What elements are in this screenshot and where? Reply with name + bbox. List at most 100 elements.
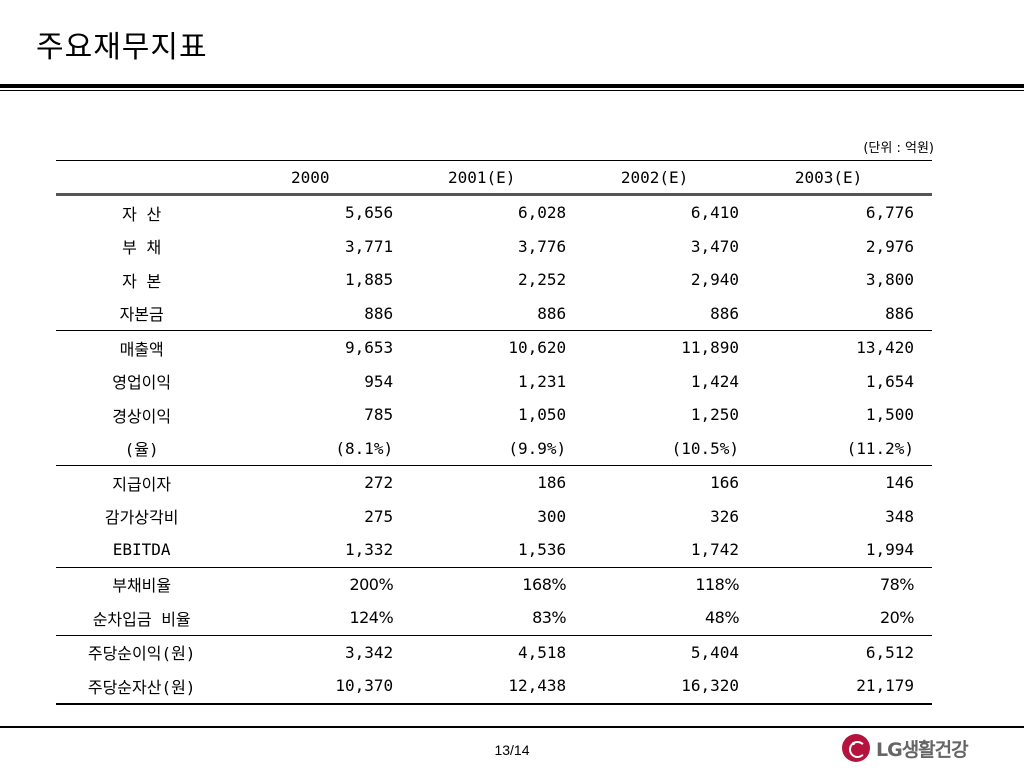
- column-header: 2002(E): [620, 167, 689, 187]
- table-body: 자 산 5,656 6,028 6,410 6,776 부 채 3,771 3,776 3,47…: [56, 195, 932, 705]
- table-cell: 1,500: [865, 405, 914, 425]
- table-cell: 886: [537, 303, 567, 323]
- column-header: 2000: [290, 167, 330, 187]
- table-cell: 186: [397, 465, 571, 500]
- row-label: 부 채: [122, 238, 162, 258]
- row-label: 영업이익: [112, 373, 172, 393]
- table-cell: 5,404: [570, 634, 744, 669]
- row-label: 주당순자산(원): [56, 669, 228, 705]
- row-label: 자본금: [119, 305, 164, 325]
- table-cell: 275: [364, 506, 394, 526]
- table-cell: 168%: [397, 566, 571, 601]
- table-cell: 10,370: [227, 669, 398, 705]
- table-cell: 10,620: [397, 330, 571, 365]
- table-cell: 3,771: [345, 236, 394, 256]
- table-row: EBITDA 1,332 1,536 1,742 1,994: [56, 533, 932, 567]
- table-row: 순차입금 비율 124% 83% 48% 20%: [56, 601, 932, 635]
- table-cell: 6,512: [743, 634, 932, 669]
- unit-note: (단위 : 억원): [863, 141, 934, 156]
- table-cell: 6,028: [517, 203, 567, 223]
- table-row: 감가상각비 275 300 326 348: [56, 500, 932, 534]
- table-cell: 1,050: [517, 405, 567, 425]
- title-rule-thick: [0, 84, 1024, 88]
- table-row: 부 채 3,771 3,776 3,470 2,976: [56, 230, 932, 264]
- table-row: 영업이익 954 1,231 1,424 1,654: [56, 365, 932, 399]
- table-cell: 954: [364, 371, 394, 391]
- table-cell: 83%: [532, 608, 567, 628]
- table-row: 주당순자산(원) 10,370 12,438 16,320 21,179: [56, 669, 932, 705]
- page-number: 13/14: [494, 742, 530, 758]
- logo-text: LG생활건강: [876, 738, 969, 761]
- table-cell: 1,424: [690, 371, 740, 391]
- table-cell: 118%: [570, 566, 744, 601]
- table-cell: 1,250: [690, 405, 740, 425]
- row-label: 부채비율: [56, 566, 228, 601]
- table-cell: 5,656: [345, 203, 394, 223]
- table-cell: 2,252: [517, 270, 567, 290]
- row-label: 자 산: [122, 204, 162, 224]
- row-label: EBITDA: [112, 540, 171, 560]
- table-cell: 21,179: [743, 669, 932, 705]
- table-cell: 146: [743, 465, 932, 500]
- table-cell: 1,332: [345, 540, 394, 560]
- table-row: (율) (8.1%) (9.9%) (10.5%) (11.2%): [56, 432, 932, 466]
- title-rule-thin: [0, 90, 1024, 91]
- table-cell: (9.9%): [508, 438, 567, 458]
- row-label: (율): [124, 440, 159, 460]
- table-cell: (8.1%): [335, 438, 394, 458]
- table-row: 주당순이익(원) 3,342 4,518 5,404 6,512: [56, 634, 932, 669]
- table-cell: 11,890: [570, 330, 744, 365]
- table-cell: 16,320: [570, 669, 744, 705]
- table-cell: 300: [537, 506, 567, 526]
- row-label: 매출액: [56, 330, 228, 365]
- lg-face-icon: [842, 734, 870, 762]
- table-row: 자본금 886 886 886 886: [56, 297, 932, 331]
- table-cell: 166: [570, 465, 744, 500]
- column-header: 2003(E): [794, 167, 863, 187]
- row-label: 감가상각비: [104, 508, 179, 528]
- table-cell: 785: [364, 405, 394, 425]
- row-label: 순차입금 비율: [92, 609, 191, 629]
- table-cell: 1,654: [865, 371, 914, 391]
- table-row: 자 산 5,656 6,028 6,410 6,776: [56, 195, 932, 230]
- table-cell: 3,342: [227, 634, 398, 669]
- table-row: 부채비율 200% 168% 118% 78%: [56, 566, 932, 601]
- table-cell: 1,994: [865, 540, 914, 560]
- table-cell: 1,742: [690, 540, 740, 560]
- table-cell: 1,231: [517, 371, 567, 391]
- table-cell: 2,940: [690, 270, 740, 290]
- footer-rule: [0, 726, 1024, 728]
- table-cell: 9,653: [227, 330, 398, 365]
- table-cell: (10.5%): [671, 438, 740, 458]
- table-cell: 20%: [879, 608, 915, 628]
- table-cell: (11.2%): [846, 438, 914, 458]
- table-cell: 886: [885, 303, 914, 323]
- table-cell: 6,410: [690, 203, 740, 223]
- row-label: 경상이익: [112, 406, 172, 426]
- table-cell: 348: [885, 506, 914, 526]
- table-cell: 3,776: [517, 236, 567, 256]
- row-label: 주당순이익(원): [56, 634, 228, 669]
- table-row: 지급이자 272 186 166 146: [56, 465, 932, 500]
- table-cell: 886: [710, 303, 740, 323]
- table-row: 자 본 1,885 2,252 2,940 3,800: [56, 263, 932, 297]
- table-cell: 200%: [227, 566, 398, 601]
- table-cell: 124%: [349, 608, 394, 628]
- page-title: 주요재무지표: [36, 30, 208, 65]
- row-label: 자 본: [122, 271, 162, 291]
- table-cell: 886: [364, 303, 394, 323]
- table-cell: 12,438: [397, 669, 571, 705]
- table-cell: 2,976: [865, 236, 914, 256]
- table-cell: 48%: [705, 608, 740, 628]
- table-cell: 78%: [743, 566, 932, 601]
- row-label: 지급이자: [56, 465, 228, 500]
- company-logo: LG생활건강: [842, 733, 969, 763]
- table-header-row: 2000 2001(E) 2002(E) 2003(E): [56, 160, 932, 195]
- financial-table: 2000 2001(E) 2002(E) 2003(E) 자 산 5,656 6,0…: [56, 160, 932, 705]
- table-cell: 6,776: [865, 203, 914, 223]
- table-cell: 326: [710, 506, 740, 526]
- column-header: 2001(E): [447, 167, 516, 187]
- table-cell: 4,518: [397, 634, 571, 669]
- table-row: 매출액 9,653 10,620 11,890 13,420: [56, 330, 932, 365]
- table-cell: 272: [227, 465, 398, 500]
